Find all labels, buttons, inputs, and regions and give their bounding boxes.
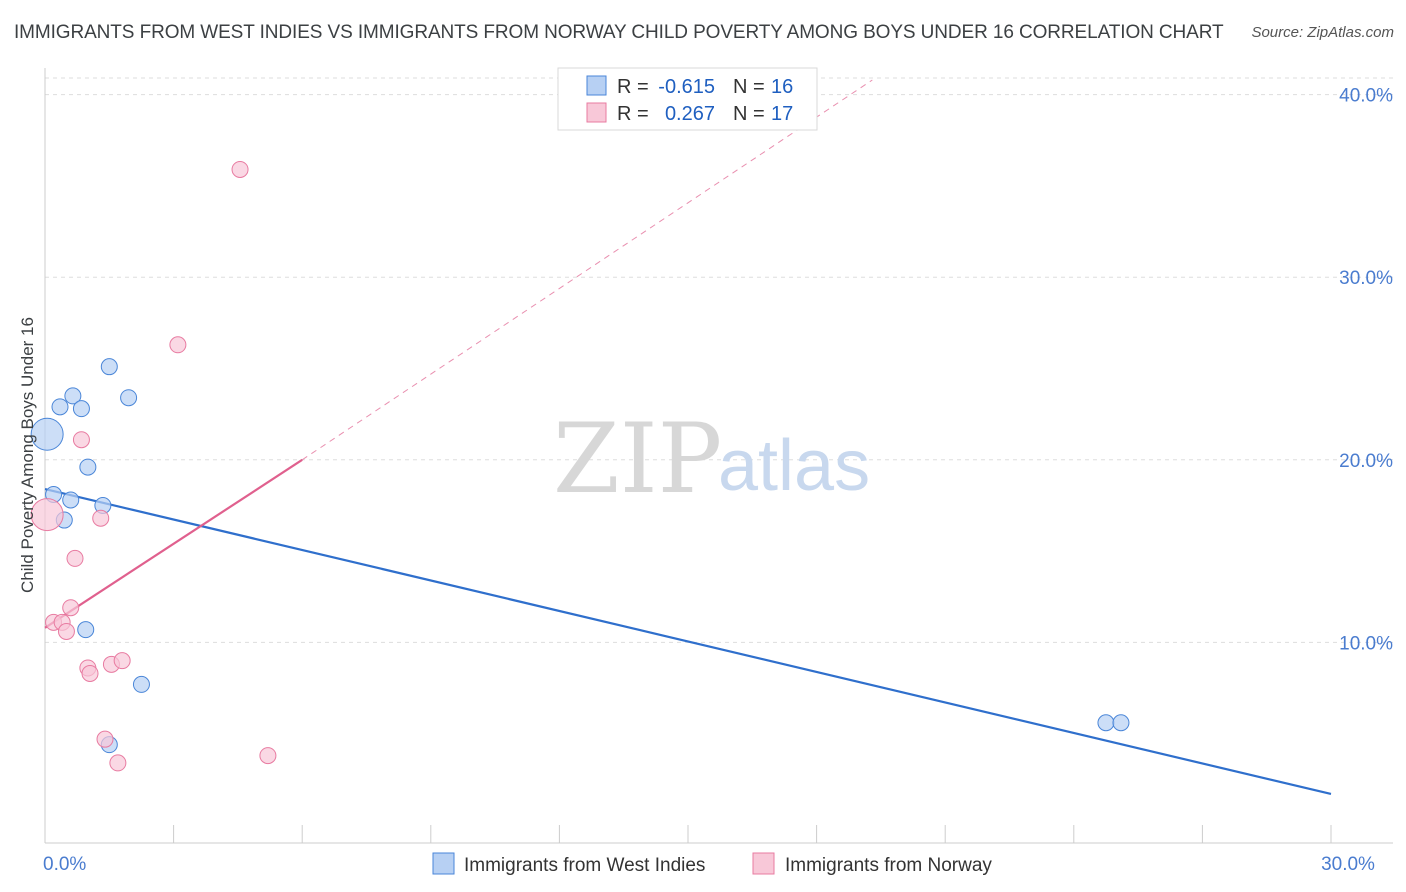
pink-point (109, 754, 127, 772)
blue-point (1097, 714, 1115, 732)
grid-layer (45, 77, 1393, 643)
point-layer (30, 160, 1130, 772)
legend-swatch-pink (586, 102, 607, 123)
y-tick-label: 40.0% (1339, 86, 1393, 107)
blue-point (79, 458, 97, 476)
pink-trendline-extension (301, 79, 873, 461)
blue-point (30, 417, 64, 451)
pink-point (231, 160, 249, 178)
bottom-legend-label-pink[interactable]: Immigrants from Norway (785, 855, 992, 876)
pink-point (96, 730, 114, 748)
axis-layer: 10.0% 20.0% 30.0% 40.0% 0.0% 30.0% (43, 68, 1393, 875)
legend-n-label-blue: N = (733, 76, 765, 98)
blue-point (77, 621, 95, 639)
watermark-atlas: atlas (718, 426, 870, 506)
y-axis-label: Child Poverty Among Boys Under 16 (18, 317, 37, 593)
legend-r-label-blue: R = (617, 76, 649, 98)
y-tick-label: 30.0% (1339, 268, 1393, 289)
legend-n-label-pink: N = (733, 103, 765, 125)
bottom-legend-swatch-pink[interactable] (752, 852, 775, 875)
pink-point (66, 549, 84, 567)
bottom-legend: Immigrants from West Indies Immigrants f… (432, 852, 992, 876)
blue-point (132, 675, 150, 693)
legend-n-value-blue: 16 (771, 76, 793, 98)
pink-point (62, 599, 80, 617)
pink-point (30, 498, 64, 532)
pink-point (169, 336, 187, 354)
chart-source: Source: ZipAtlas.com (1251, 24, 1394, 41)
pink-point (72, 431, 90, 449)
pink-point (81, 664, 99, 682)
blue-point (51, 398, 69, 416)
blue-point (64, 387, 82, 405)
bottom-legend-swatch-blue[interactable] (432, 852, 455, 875)
pink-point (57, 622, 75, 640)
legend-r-value-pink: 0.267 (665, 103, 715, 125)
blue-point (100, 358, 118, 376)
blue-point (62, 491, 80, 509)
x-tick-label: 0.0% (43, 854, 86, 875)
legend-n-value-pink: 17 (771, 103, 793, 125)
legend-r-value-blue: -0.615 (658, 76, 715, 98)
y-tick-label: 20.0% (1339, 451, 1393, 472)
blue-point (120, 389, 138, 407)
y-tick-label: 10.0% (1339, 633, 1393, 654)
watermark-zip: ZIP (553, 403, 722, 515)
watermark: ZIP atlas (553, 403, 870, 515)
blue-point (72, 400, 90, 418)
x-tick-label: 30.0% (1321, 854, 1375, 875)
blue-point (1112, 714, 1130, 732)
chart-title: IMMIGRANTS FROM WEST INDIES VS IMMIGRANT… (14, 22, 1224, 43)
trend-layer (44, 79, 1332, 796)
blue-trendline (44, 487, 1332, 796)
legend-swatch-blue (586, 75, 607, 96)
pink-trendline (44, 458, 303, 629)
pink-point (259, 747, 277, 765)
bottom-legend-label-blue[interactable]: Immigrants from West Indies (464, 855, 705, 876)
legend: R = -0.615 N = 16 R = 0.267 N = 17 (557, 67, 818, 131)
pink-point (92, 509, 110, 527)
pink-point (113, 652, 131, 670)
legend-r-label-pink: R = (617, 103, 649, 125)
